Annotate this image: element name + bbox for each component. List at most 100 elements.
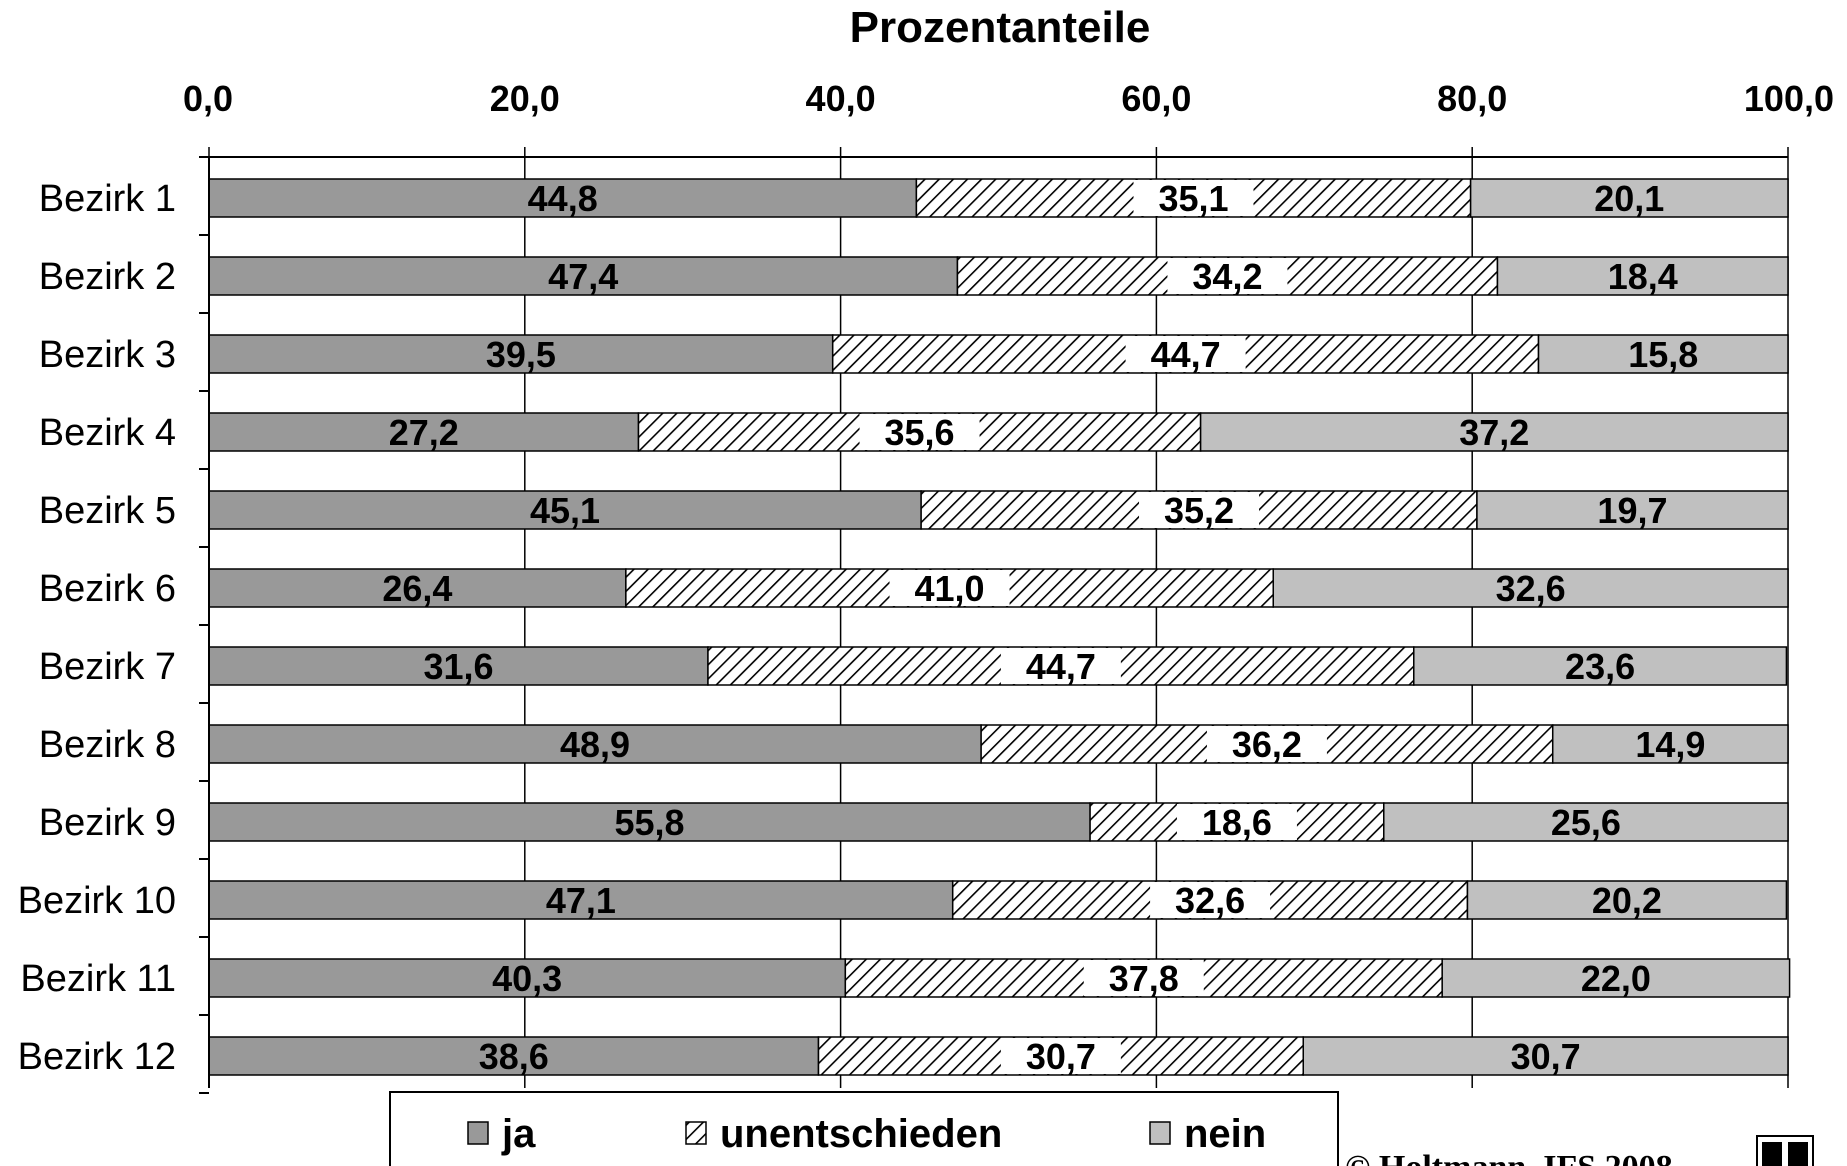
data-label-ja: 48,9 (560, 724, 630, 765)
category-label: Bezirk 2 (39, 256, 176, 298)
legend-swatch-unentschieden (685, 1121, 707, 1145)
data-label-nein: 30,7 (1511, 1036, 1581, 1077)
chart-title: Prozentanteile (850, 3, 1151, 52)
data-label-nein: 37,2 (1459, 412, 1529, 453)
bar-segment-nein (1551, 724, 1789, 764)
data-label-ja: 55,8 (615, 802, 685, 843)
data-label-background (1139, 492, 1260, 528)
legend-label-ja: ja (501, 1112, 536, 1156)
bar-segment-nein (1413, 646, 1788, 686)
x-tick-label: 40,0 (806, 78, 876, 119)
bar-segment-ja (208, 646, 709, 686)
bar-segment-nein (1496, 256, 1789, 296)
data-label-ja: 31,6 (423, 646, 493, 687)
data-label-background (1083, 960, 1204, 996)
category-label: Bezirk 11 (20, 958, 176, 1000)
data-label-background (889, 570, 1010, 606)
copyright-annotation: © Holtmann, IFS 2008 (1345, 1149, 1673, 1166)
data-label-ja: 44,8 (528, 178, 598, 219)
bar-segment-ja (208, 802, 1091, 842)
bar-segment-nein (1469, 178, 1789, 218)
x-axis: 0,0 20,0 40,0 60,0 80,0 100,0 (183, 78, 1834, 158)
data-label-ja: 47,1 (546, 880, 616, 921)
data-label-unentschieden: 37,8 (1109, 958, 1179, 999)
category-label: Bezirk 8 (39, 724, 176, 766)
x-tick-label: 0,0 (183, 78, 233, 119)
data-label-unentschieden: 35,6 (885, 412, 955, 453)
data-label-background (1206, 726, 1327, 762)
data-label-unentschieden: 30,7 (1026, 1036, 1096, 1077)
data-label-unentschieden: 41,0 (915, 568, 985, 609)
category-label: Bezirk 7 (39, 646, 176, 688)
data-label-nein: 18,4 (1608, 256, 1678, 297)
data-label-nein: 20,1 (1594, 178, 1664, 219)
bar-segment-nein (1383, 802, 1789, 842)
category-label: Bezirk 3 (39, 334, 176, 376)
bar-segment-ja (208, 1036, 820, 1076)
data-label-nein: 32,6 (1496, 568, 1566, 609)
data-label-nein: 22,0 (1581, 958, 1651, 999)
category-label: Bezirk 12 (18, 1036, 176, 1078)
data-label-background (1000, 1038, 1121, 1074)
data-label-unentschieden: 18,6 (1202, 802, 1272, 843)
legend-label-nein: nein (1184, 1112, 1266, 1156)
legend: ja unentschieden nein (389, 1091, 1339, 1166)
data-label-background (1125, 336, 1246, 372)
ifs-logo-icon (1756, 1135, 1814, 1166)
category-label: Bezirk 9 (39, 802, 176, 844)
bar-segment-ja (208, 490, 922, 530)
data-label-unentschieden: 44,7 (1151, 334, 1221, 375)
bar-segment-nein (1302, 1036, 1789, 1076)
bar-segment-nein (1466, 880, 1788, 920)
data-label-unentschieden: 35,2 (1164, 490, 1234, 531)
data-label-nein: 15,8 (1628, 334, 1698, 375)
category-label: Bezirk 1 (39, 178, 176, 220)
bar-segment-ja (208, 880, 954, 920)
category-label: Bezirk 10 (18, 880, 176, 922)
x-tick-label: 100,0 (1744, 78, 1834, 119)
data-label-nein: 20,2 (1592, 880, 1662, 921)
data-label-unentschieden: 44,7 (1026, 646, 1096, 687)
category-label: Bezirk 5 (39, 490, 176, 532)
data-label-nein: 25,6 (1551, 802, 1621, 843)
bar-segment-ja (208, 568, 627, 608)
data-label-nein: 19,7 (1597, 490, 1667, 531)
bar-segment-nein (1199, 412, 1789, 452)
category-label: Bezirk 6 (39, 568, 176, 610)
bars (208, 178, 1791, 1076)
legend-swatch-ja (467, 1121, 489, 1145)
bar-segment-nein (1441, 958, 1791, 998)
legend-swatch-nein (1149, 1121, 1171, 1145)
data-label-background (1133, 180, 1254, 216)
data-label-nein: 23,6 (1565, 646, 1635, 687)
legend-box (389, 1091, 1339, 1166)
data-label-ja: 45,1 (530, 490, 600, 531)
data-label-background (1167, 258, 1288, 294)
bar-segment-nein (1537, 334, 1789, 374)
data-label-background (859, 414, 980, 450)
y-axis: Bezirk 1 Bezirk 2 Bezirk 3 Bezirk 4 Bezirk 5… (18, 156, 210, 1094)
x-tick-label: 80,0 (1437, 78, 1507, 119)
data-label-unentschieden: 36,2 (1232, 724, 1302, 765)
bar-segment-nein (1272, 568, 1789, 608)
x-tick-label: 60,0 (1121, 78, 1191, 119)
data-label-background (1000, 648, 1121, 684)
data-label-unentschieden: 34,2 (1192, 256, 1262, 297)
data-label-ja: 27,2 (389, 412, 459, 453)
data-label-unentschieden: 35,1 (1158, 178, 1228, 219)
data-label-ja: 47,4 (548, 256, 618, 297)
data-label-background (1176, 804, 1297, 840)
x-tick-label: 20,0 (490, 78, 560, 119)
data-label-ja: 40,3 (492, 958, 562, 999)
data-label-ja: 39,5 (486, 334, 556, 375)
bar-segment-nein (1476, 490, 1789, 530)
data-label-nein: 14,9 (1635, 724, 1705, 765)
data-label-background (1150, 882, 1271, 918)
data-label-ja: 26,4 (382, 568, 452, 609)
category-label: Bezirk 4 (39, 412, 176, 454)
data-label-ja: 38,6 (479, 1036, 549, 1077)
data-label-unentschieden: 32,6 (1175, 880, 1245, 921)
legend-label-unentschieden: unentschieden (720, 1112, 1002, 1156)
bar-segment-ja (208, 724, 982, 764)
